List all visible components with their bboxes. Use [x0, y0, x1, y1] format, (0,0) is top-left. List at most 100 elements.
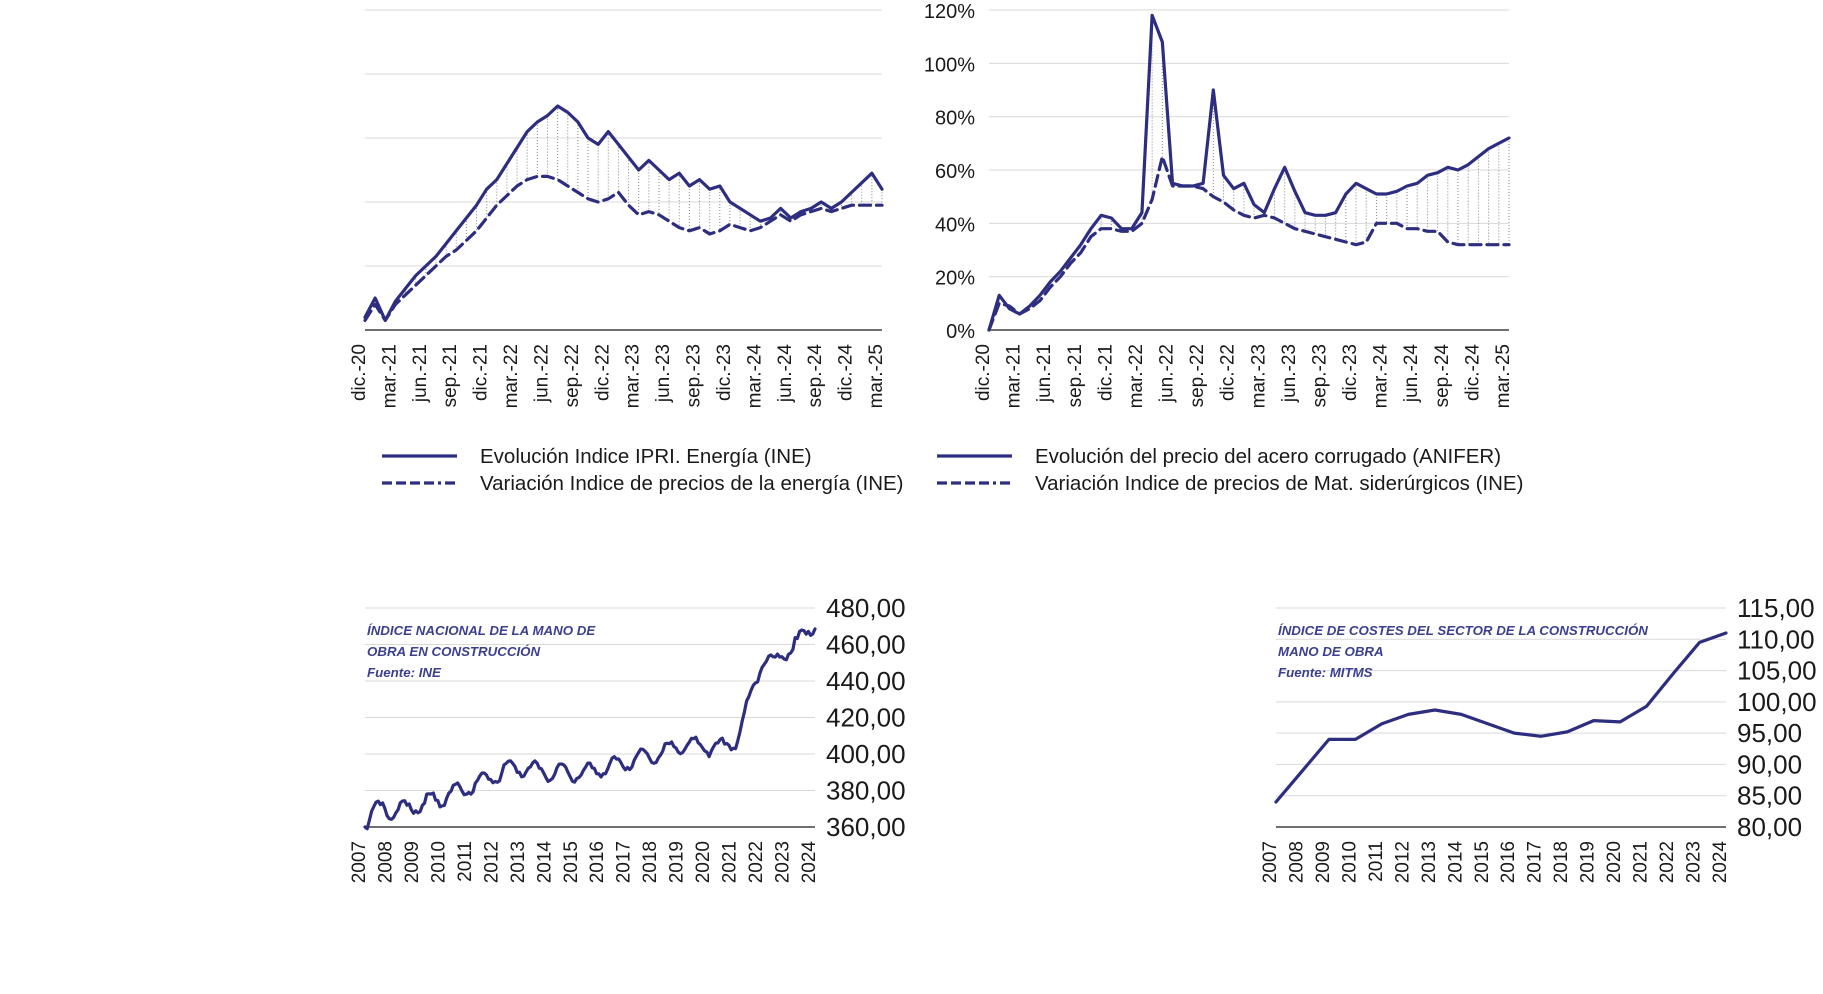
- svg-text:480,00: 480,00: [826, 593, 906, 623]
- svg-text:MANO DE OBRA: MANO DE OBRA: [1278, 644, 1384, 659]
- svg-text:Evolución del precio del acero: Evolución del precio del acero corrugado…: [1035, 445, 1501, 468]
- svg-text:dic.-21: dic.-21: [1095, 344, 1116, 401]
- svg-text:mar.-23: mar.-23: [1248, 344, 1269, 408]
- svg-text:2012: 2012: [481, 841, 502, 883]
- svg-text:95,00: 95,00: [1737, 718, 1802, 748]
- svg-text:mar.-25: mar.-25: [866, 344, 887, 408]
- svg-text:2017: 2017: [1525, 841, 1546, 883]
- svg-text:mar.-22: mar.-22: [501, 344, 522, 408]
- svg-text:sep.-21: sep.-21: [1065, 344, 1086, 407]
- svg-text:85,00: 85,00: [1737, 781, 1802, 811]
- svg-text:2023: 2023: [1684, 841, 1705, 883]
- svg-text:115,00: 115,00: [1737, 593, 1815, 623]
- svg-text:40%: 40%: [935, 214, 975, 236]
- svg-text:2011: 2011: [455, 841, 476, 882]
- svg-text:100%: 100%: [924, 54, 975, 76]
- svg-text:2008: 2008: [1286, 841, 1307, 883]
- svg-text:sep.-22: sep.-22: [1187, 344, 1208, 407]
- svg-text:jun.-24: jun.-24: [775, 344, 796, 404]
- svg-text:jun.-24: jun.-24: [1401, 344, 1422, 404]
- svg-text:mar.-24: mar.-24: [744, 344, 765, 409]
- svg-text:2015: 2015: [1472, 841, 1493, 883]
- svg-text:20%: 20%: [935, 268, 975, 290]
- svg-text:110,00: 110,00: [1737, 624, 1815, 654]
- svg-text:2016: 2016: [1498, 841, 1519, 883]
- svg-text:2007: 2007: [1260, 841, 1281, 883]
- svg-text:2013: 2013: [508, 841, 529, 883]
- svg-text:Fuente: MITMS: Fuente: MITMS: [1278, 665, 1373, 680]
- svg-text:0%: 0%: [946, 321, 975, 343]
- svg-text:sep.-21: sep.-21: [440, 344, 461, 407]
- svg-text:mar.-21: mar.-21: [379, 344, 400, 408]
- svg-text:80%: 80%: [935, 108, 975, 130]
- svg-text:dic.-21: dic.-21: [471, 344, 492, 401]
- svg-text:Fuente: INE: Fuente: INE: [367, 665, 442, 680]
- svg-text:460,00: 460,00: [826, 630, 906, 660]
- svg-text:2008: 2008: [375, 841, 396, 883]
- svg-text:jun.-21: jun.-21: [410, 344, 431, 403]
- svg-text:jun.-22: jun.-22: [1157, 344, 1178, 403]
- svg-text:jun.-21: jun.-21: [1034, 344, 1055, 403]
- svg-text:2013: 2013: [1419, 841, 1440, 883]
- svg-text:Evolución Indice IPRI. Energía: Evolución Indice IPRI. Energía (INE): [480, 445, 812, 468]
- svg-text:sep.-24: sep.-24: [805, 344, 826, 408]
- svg-text:2018: 2018: [1551, 841, 1572, 883]
- svg-text:120%: 120%: [924, 1, 975, 23]
- svg-text:sep.-23: sep.-23: [1309, 344, 1330, 407]
- svg-text:2022: 2022: [1657, 841, 1678, 883]
- svg-text:Variación Indice de precios de: Variación Indice de precios de Mat. side…: [1035, 472, 1523, 495]
- svg-text:mar.-23: mar.-23: [623, 344, 644, 408]
- svg-text:dic.-22: dic.-22: [592, 344, 613, 401]
- svg-text:sep.-23: sep.-23: [684, 344, 705, 407]
- svg-text:mar.-25: mar.-25: [1493, 344, 1514, 408]
- svg-text:2022: 2022: [746, 841, 767, 883]
- svg-text:mar.-22: mar.-22: [1126, 344, 1147, 408]
- svg-text:90,00: 90,00: [1737, 749, 1802, 779]
- svg-text:2024: 2024: [1710, 841, 1731, 884]
- svg-text:380,00: 380,00: [826, 776, 906, 806]
- svg-text:2010: 2010: [428, 841, 449, 883]
- svg-text:dic.-23: dic.-23: [714, 344, 735, 401]
- svg-text:2015: 2015: [561, 841, 582, 883]
- svg-text:2021: 2021: [720, 841, 741, 883]
- svg-text:360,00: 360,00: [826, 812, 906, 842]
- svg-text:2014: 2014: [534, 841, 555, 884]
- svg-text:2020: 2020: [1604, 841, 1625, 883]
- svg-text:Variación Indice de precios de: Variación Indice de precios de la energí…: [480, 472, 904, 495]
- svg-text:60%: 60%: [935, 161, 975, 183]
- svg-text:2023: 2023: [773, 841, 794, 883]
- svg-text:80,00: 80,00: [1737, 812, 1802, 842]
- svg-text:mar.-24: mar.-24: [1371, 344, 1392, 409]
- svg-text:2016: 2016: [587, 841, 608, 883]
- svg-text:440,00: 440,00: [826, 666, 906, 696]
- svg-text:OBRA EN CONSTRUCCIÓN: OBRA EN CONSTRUCCIÓN: [367, 644, 541, 659]
- svg-text:100,00: 100,00: [1737, 687, 1817, 717]
- svg-text:dic.-20: dic.-20: [349, 344, 370, 401]
- svg-text:dic.-22: dic.-22: [1218, 344, 1239, 401]
- svg-text:420,00: 420,00: [826, 703, 906, 733]
- svg-text:2010: 2010: [1339, 841, 1360, 883]
- svg-text:2011: 2011: [1366, 841, 1387, 882]
- svg-text:2007: 2007: [349, 841, 370, 883]
- svg-text:2021: 2021: [1631, 841, 1652, 883]
- svg-text:400,00: 400,00: [826, 739, 906, 769]
- svg-text:jun.-23: jun.-23: [1279, 344, 1300, 403]
- svg-text:2024: 2024: [799, 841, 820, 884]
- svg-text:ÍNDICE NACIONAL DE LA MANO DE: ÍNDICE NACIONAL DE LA MANO DE: [367, 623, 596, 638]
- svg-text:2018: 2018: [640, 841, 661, 883]
- svg-text:jun.-23: jun.-23: [653, 344, 674, 403]
- svg-text:mar.-21: mar.-21: [1004, 344, 1025, 408]
- svg-text:sep.-22: sep.-22: [562, 344, 583, 407]
- svg-text:dic.-24: dic.-24: [836, 344, 857, 401]
- svg-text:2017: 2017: [614, 841, 635, 883]
- svg-text:2012: 2012: [1392, 841, 1413, 883]
- svg-text:105,00: 105,00: [1737, 656, 1817, 686]
- svg-text:dic.-24: dic.-24: [1462, 344, 1483, 401]
- svg-text:2009: 2009: [1313, 841, 1334, 883]
- svg-text:2019: 2019: [667, 841, 688, 883]
- svg-text:ÍNDICE DE COSTES DEL SECTOR DE: ÍNDICE DE COSTES DEL SECTOR DE LA CONSTR…: [1278, 623, 1648, 638]
- svg-text:dic.-23: dic.-23: [1340, 344, 1361, 401]
- svg-text:sep.-24: sep.-24: [1432, 344, 1453, 408]
- svg-text:2009: 2009: [402, 841, 423, 883]
- svg-text:2019: 2019: [1578, 841, 1599, 883]
